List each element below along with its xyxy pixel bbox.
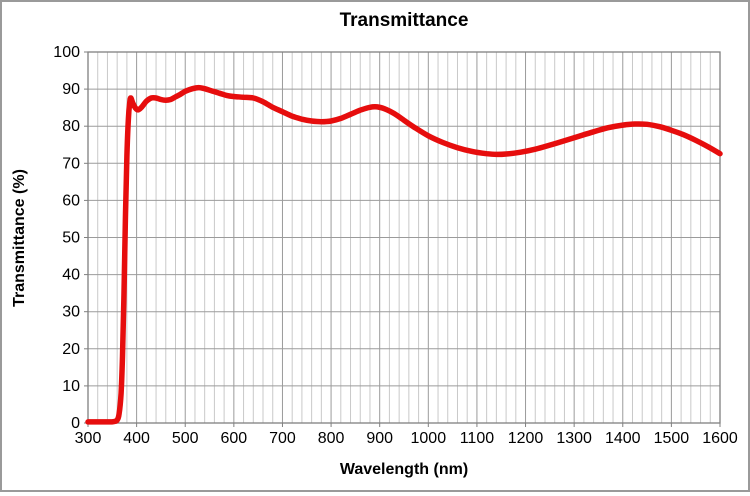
y-tick-label: 10 (62, 378, 80, 395)
y-axis-title: Transmittance (%) (11, 169, 28, 307)
x-axis-title: Wavelength (nm) (339, 461, 469, 478)
y-tick-label: 80 (62, 118, 80, 135)
x-tick-label: 500 (172, 430, 199, 447)
chart-title: Transmittance (339, 10, 469, 31)
x-tick-label: 1500 (654, 430, 690, 447)
plot-border (87, 51, 721, 424)
y-tick-label: 70 (62, 155, 80, 172)
x-tick-label: 400 (123, 430, 150, 447)
y-tick-label: 90 (62, 81, 80, 98)
y-tick-label: 20 (62, 341, 80, 358)
y-tick-label: 0 (71, 415, 80, 432)
x-tick-label: 1200 (508, 430, 544, 447)
x-tick-label: 1300 (556, 430, 592, 447)
x-tick-label: 1000 (411, 430, 447, 447)
x-tick-label: 1400 (605, 430, 641, 447)
x-tick-label: 600 (220, 430, 247, 447)
x-tick-label: 800 (318, 430, 345, 447)
y-tick-label: 50 (62, 230, 80, 247)
y-tick-label: 30 (62, 304, 80, 321)
x-tick-label: 300 (75, 430, 102, 447)
x-tick-label: 700 (269, 430, 296, 447)
x-tick-label: 900 (366, 430, 393, 447)
x-tick-label: 1100 (460, 430, 495, 447)
y-tick-label: 100 (53, 44, 80, 61)
transmittance-curve (85, 84, 723, 425)
y-tick-label: 60 (62, 192, 80, 209)
y-tick-label: 40 (62, 267, 80, 284)
x-tick-label: 1600 (702, 430, 738, 447)
